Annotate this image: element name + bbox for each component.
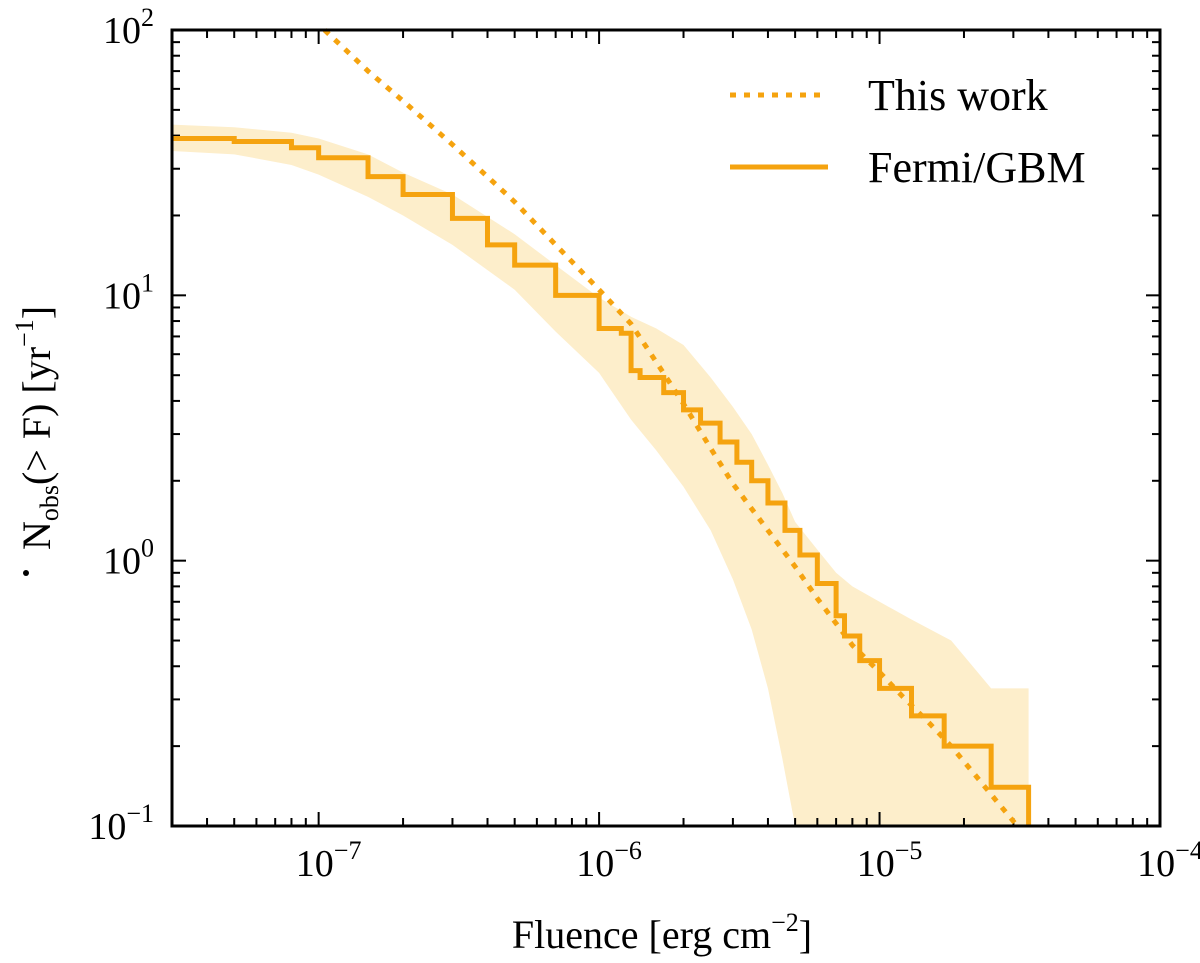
- legend-label-this-work: This work: [868, 71, 1048, 120]
- x-tick-label: 10−6: [576, 836, 642, 885]
- n-dot-accent: [23, 570, 29, 576]
- plot-frame: [170, 28, 1162, 828]
- y-tick-label: 10−1: [88, 799, 154, 848]
- uncertainty-band: [172, 124, 1029, 827]
- tick-label-layer: 10−7 10−6 10−5 10−4 10−1 100 101 102: [88, 3, 1200, 885]
- series-layer: [172, 28, 1032, 828]
- y-tick-label: 100: [103, 534, 154, 583]
- legend: This work Fermi/GBM: [730, 71, 1086, 192]
- series-line-fermi-gbm: [172, 136, 1032, 826]
- series-line-this-work: [322, 28, 1020, 828]
- y-tick-label: 102: [103, 3, 154, 52]
- x-axis-title: Fluence [erg cm−2]: [512, 908, 812, 957]
- band-layer: [172, 124, 1029, 827]
- x-tick-label: 10−7: [296, 836, 362, 885]
- y-tick-label: 101: [103, 268, 154, 317]
- legend-label-fermi-gbm: Fermi/GBM: [868, 143, 1086, 192]
- x-tick-label: 10−5: [857, 836, 923, 885]
- x-tick-label: 10−4: [1137, 836, 1200, 885]
- y-axis-title: Nobs(> F) [yr−1]: [10, 306, 64, 550]
